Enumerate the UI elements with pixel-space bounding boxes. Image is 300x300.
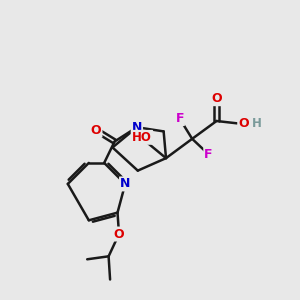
Text: N: N xyxy=(132,121,142,134)
Text: HO: HO xyxy=(132,131,152,144)
Text: O: O xyxy=(114,227,124,241)
Text: N: N xyxy=(120,177,130,190)
Text: H: H xyxy=(252,117,262,130)
Text: O: O xyxy=(211,92,222,105)
Text: O: O xyxy=(91,124,101,137)
Text: F: F xyxy=(204,148,213,161)
Text: O: O xyxy=(238,117,249,130)
Text: F: F xyxy=(176,112,184,125)
